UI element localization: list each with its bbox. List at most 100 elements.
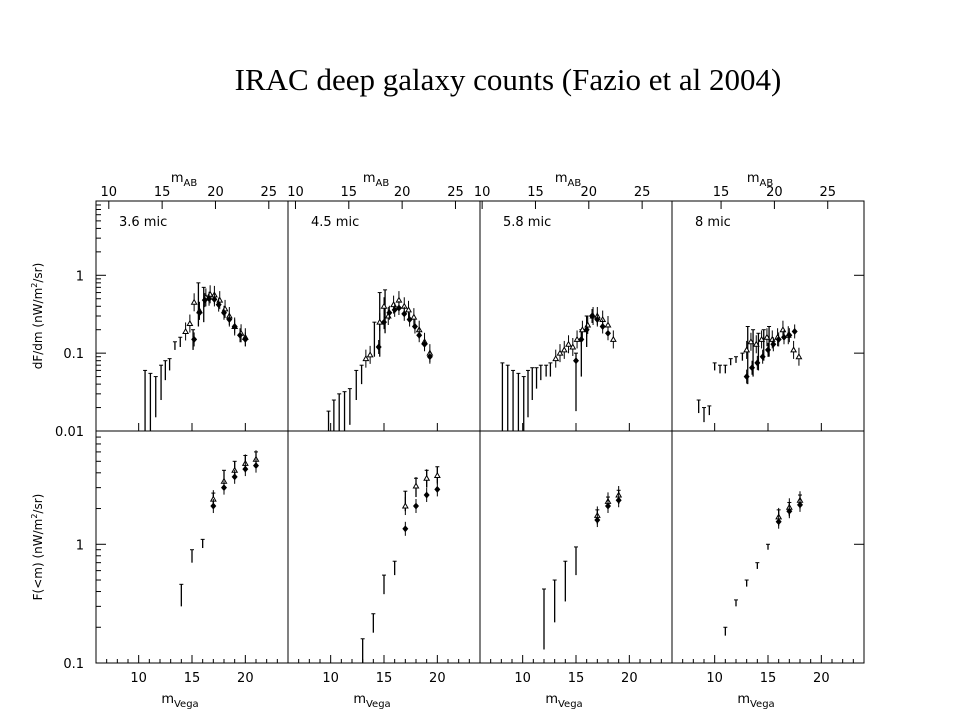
open-triangle-point [390,301,398,308]
y-tick-label: 0.01 [55,425,84,440]
open-triangle-point [186,319,194,327]
y-tick-label: 1 [76,538,84,553]
filled-diamond-point [211,295,218,303]
open-triangle-point [190,298,198,305]
filled-diamond-point [589,312,595,320]
open-triangle-point [609,335,617,342]
filled-diamond-point [386,309,393,317]
open-triangle-point [565,340,572,347]
open-triangle-point [795,353,803,360]
filled-diamond-point [237,331,243,339]
x-tick-label: 20 [429,671,446,686]
panel-frame [287,430,481,664]
filled-diamond-point [594,516,601,524]
x-tick-label: 15 [184,671,201,686]
filled-diamond-point [749,364,755,372]
panel-frame [95,430,289,664]
filled-diamond-point [797,501,803,509]
panel-frame [95,200,289,432]
x-tick-label: 15 [376,671,393,686]
open-triangle-point [401,502,409,509]
filled-diamond-point [381,318,387,326]
x-axis-label-top: mAB [171,171,198,189]
top-tick-label: 20 [207,185,224,200]
open-triangle-point [768,335,776,342]
top-tick-label: 15 [527,185,544,200]
open-triangle-point [758,335,766,342]
filled-diamond-point [242,335,249,343]
filled-diamond-point [605,329,611,337]
band-label: 3.6 mic [119,215,167,230]
open-triangle-point [556,349,564,356]
open-triangle-point [412,482,420,489]
x-axis-label-top: mAB [363,171,390,189]
open-triangle-point [560,346,568,353]
x-tick-label: 10 [322,671,339,686]
filled-diamond-point [765,346,771,354]
filled-diamond-point [594,316,601,324]
open-triangle-point [578,326,586,333]
x-axis-label-bottom: mVega [737,692,774,710]
x-tick-label: 10 [130,671,147,686]
chart-title: IRAC deep galaxy counts (Fazio et al 200… [234,62,782,97]
y-tick-label: 1 [76,269,84,284]
x-tick-label: 20 [621,671,638,686]
filled-diamond-point [615,496,622,504]
open-triangle-point [569,343,577,350]
open-triangle-point [405,306,412,313]
open-triangle-point [747,338,755,345]
top-tick-label: 20 [766,185,783,200]
open-triangle-point [376,318,384,325]
x-axis-label-top: mAB [747,171,774,189]
filled-diamond-point [391,306,398,314]
filled-diamond-point [416,331,423,339]
filled-diamond-point [775,518,782,526]
panel-frame [671,200,865,432]
filled-diamond-point [775,335,782,343]
x-axis-label-bottom: mVega [353,692,390,710]
filled-diamond-point [786,331,793,339]
filled-diamond-point [786,507,793,515]
open-triangle-point [790,346,798,353]
y-tick-label: 0.1 [63,657,84,672]
filled-diamond-point [759,353,766,361]
filled-diamond-point [226,316,233,324]
filled-diamond-point [426,353,433,361]
x-axis-label-top: mAB [555,171,582,189]
filled-diamond-point [605,502,611,510]
filled-diamond-point [781,333,787,341]
x-tick-label: 15 [568,671,585,686]
filled-diamond-point [375,343,382,351]
x-tick-label: 10 [706,671,723,686]
open-triangle-point [206,290,214,297]
filled-diamond-point [221,484,227,492]
top-tick-label: 15 [713,185,730,200]
filled-diamond-point [196,309,203,317]
top-tick-label: 10 [101,185,118,200]
y-axis-label-differential: dF/dm (nW/m2/sr) [30,263,45,370]
top-tick-label: 15 [341,185,358,200]
filled-diamond-point [754,359,761,367]
filled-diamond-point [599,323,606,330]
open-triangle-point [573,335,581,342]
filled-diamond-point [402,525,409,533]
open-triangle-point [552,355,560,362]
filled-diamond-point [221,309,227,317]
filled-diamond-point [434,485,441,493]
x-tick-label: 15 [760,671,777,686]
band-label: 5.8 mic [503,215,551,230]
top-tick-label: 25 [261,185,278,200]
open-triangle-point [763,333,771,340]
x-tick-label: 10 [514,671,531,686]
filled-diamond-point [421,340,428,348]
open-triangle-point [433,471,441,478]
top-tick-label: 25 [447,185,464,200]
open-triangle-point [752,340,760,347]
filled-diamond-point [401,310,408,318]
top-tick-label: 25 [819,185,836,200]
top-tick-label: 10 [287,185,304,200]
band-label: 4.5 mic [311,215,359,230]
filled-diamond-point [406,316,413,324]
top-tick-label: 20 [394,185,411,200]
